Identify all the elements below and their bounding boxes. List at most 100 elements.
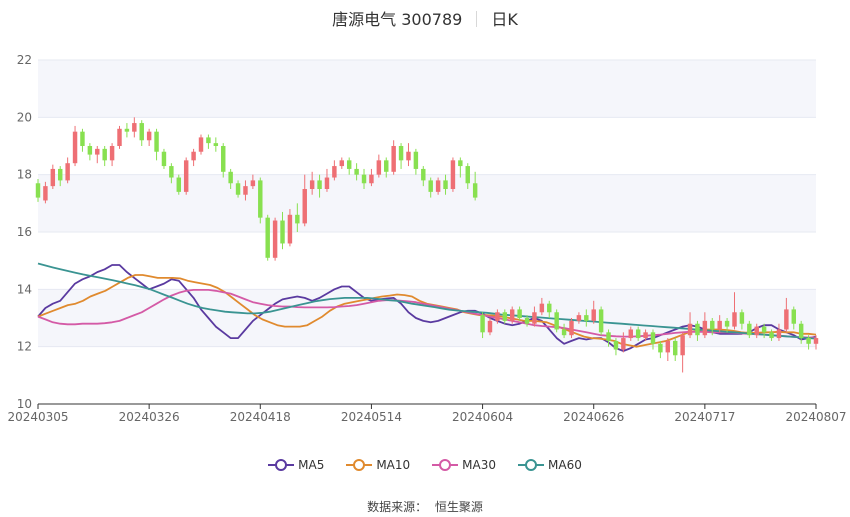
candle-body [747,323,752,336]
x-tick-label: 20240418 [230,410,291,424]
candlestick [509,306,515,324]
candlestick [576,312,582,324]
legend-item-ma10[interactable]: MA10 [346,458,410,472]
candlestick [621,332,626,353]
candlestick [547,300,552,318]
candle-body [139,123,144,141]
candle-body [361,174,367,184]
candlestick [243,180,248,201]
legend-marker-icon [346,458,373,472]
stock-name: 唐源电气 300789 [332,10,463,29]
candle-body [717,320,722,330]
ma-line-ma5 [37,264,817,352]
candle-body [287,214,293,244]
period-label: 日K [491,10,518,29]
candlestick [72,125,78,167]
candlestick [332,160,337,181]
candlestick [554,309,559,333]
candlestick [117,125,122,149]
candle-body [258,180,263,218]
legend-item-ma30[interactable]: MA30 [432,458,496,472]
candle-body [695,323,700,336]
candle-body [784,309,789,330]
candle-body [398,146,404,161]
y-tick-label: 18 [17,168,32,182]
candle-body [710,320,715,330]
legend-marker-icon [268,458,295,472]
candle-body [472,183,478,198]
candle-body [206,137,211,144]
candlestick [132,117,137,138]
candle-body [191,151,196,161]
candle-body [58,168,63,181]
candlestick [487,318,493,336]
candlestick [87,143,93,161]
candle-body [532,312,537,324]
candlestick [495,309,500,324]
candlestick [791,306,796,330]
candlestick [798,320,804,344]
candle-body [450,160,456,189]
candlestick [502,309,508,324]
x-tick-label: 20240626 [563,410,624,424]
candlestick [702,312,708,339]
y-tick-label: 16 [17,225,32,239]
candle-body [146,131,152,141]
candlestick [102,146,107,167]
ma-line-ma60 [37,262,817,340]
candlestick [695,320,700,341]
candle-body [813,338,819,344]
candlestick [302,174,307,227]
candle-body [346,160,352,169]
x-tick-label: 20240807 [785,410,846,424]
candle-body [591,309,596,321]
candle-body [702,320,708,336]
legend-item-ma5[interactable]: MA5 [268,458,324,472]
candlestick [221,143,226,178]
candlestick [413,148,419,175]
candlestick [339,157,345,169]
candle-body [435,180,441,192]
candlestick [665,338,671,361]
candlestick [561,323,567,339]
candle-body [154,131,159,152]
candle-body [309,180,315,189]
candlestick [517,306,522,321]
candlestick [258,177,263,224]
candlestick [109,143,115,167]
title-separator [476,11,478,27]
candle-body [109,146,115,161]
candle-body [324,177,330,189]
candle-body [198,137,204,152]
grid-layer [38,59,816,405]
candle-body [221,146,226,172]
candle-body [502,312,508,321]
candle-body [124,128,130,132]
candle-body [369,174,374,184]
legend-item-ma60[interactable]: MA60 [518,458,582,472]
legend: MA5 MA10 MA30 MA60 [0,458,850,472]
candlestick [443,174,448,195]
candle-body [584,315,589,321]
candlestick [354,163,359,181]
candlestick [428,177,433,198]
candlestick [813,335,819,350]
candle-body [643,332,648,339]
y-tick-label: 12 [17,340,32,354]
candle-body [665,340,671,353]
candle-body [428,180,433,192]
y-tick-label: 10 [17,397,32,411]
candlestick [58,166,63,187]
legend-label: MA10 [376,458,411,472]
candle-body [517,309,522,318]
candlestick [472,171,478,201]
candle-body [339,160,345,167]
candlestick [532,306,537,327]
candle-body [176,177,182,192]
candle-body [65,163,70,181]
candle-body [487,320,493,333]
grid-band [38,60,816,118]
candle-body [243,186,248,195]
candle-body [621,338,626,350]
candlestick [643,329,648,341]
